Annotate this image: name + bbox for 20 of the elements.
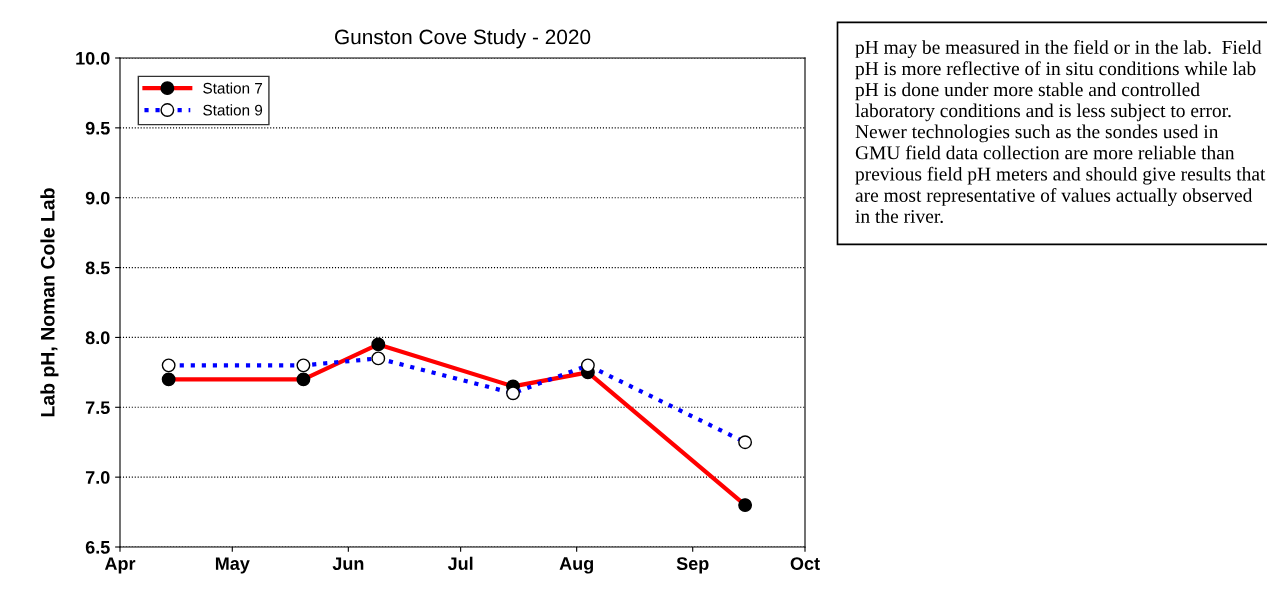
x-tick-label: Apr bbox=[104, 557, 136, 574]
y-axis-title: Lab pH, Noman Cole Lab bbox=[40, 188, 59, 417]
y-tick-label: 8.5 bbox=[85, 261, 110, 275]
legend-label: Station 7 bbox=[203, 82, 263, 94]
y-tick-label: 10.0 bbox=[76, 51, 110, 65]
y-tick-label: 8.0 bbox=[85, 331, 110, 345]
y-tick-label: 9.0 bbox=[85, 191, 110, 205]
text: pH may be measured in the field or in the lab. Field pH is more reflective of in situ conditions while lab pH is done under more stable and controlled laboratory conditions and is less subject to error. Newer technologies such as the sondes used in GMU field data collection are more reliable than previous field pH meters and should give results that are most representative of values actually observed in the river. bbox=[855, 40, 1266, 224]
chart-title: Gunston Cove Study - 2020 bbox=[335, 29, 591, 49]
x-tick-label: Jun bbox=[332, 557, 364, 570]
y-tick-label: 6.5 bbox=[85, 540, 110, 554]
x-tick-label: Aug bbox=[559, 557, 594, 574]
legend-label: Station 9 bbox=[203, 104, 263, 116]
x-tick-label: Oct bbox=[790, 557, 820, 570]
y-tick-label: 9.5 bbox=[85, 121, 110, 135]
y-tick-label: 7.5 bbox=[85, 401, 110, 415]
x-tick-label: Sep bbox=[676, 557, 709, 574]
x-tick-label: May bbox=[215, 557, 250, 574]
x-tick-label: Jul bbox=[447, 556, 473, 570]
y-tick-label: 7.0 bbox=[85, 471, 110, 484]
